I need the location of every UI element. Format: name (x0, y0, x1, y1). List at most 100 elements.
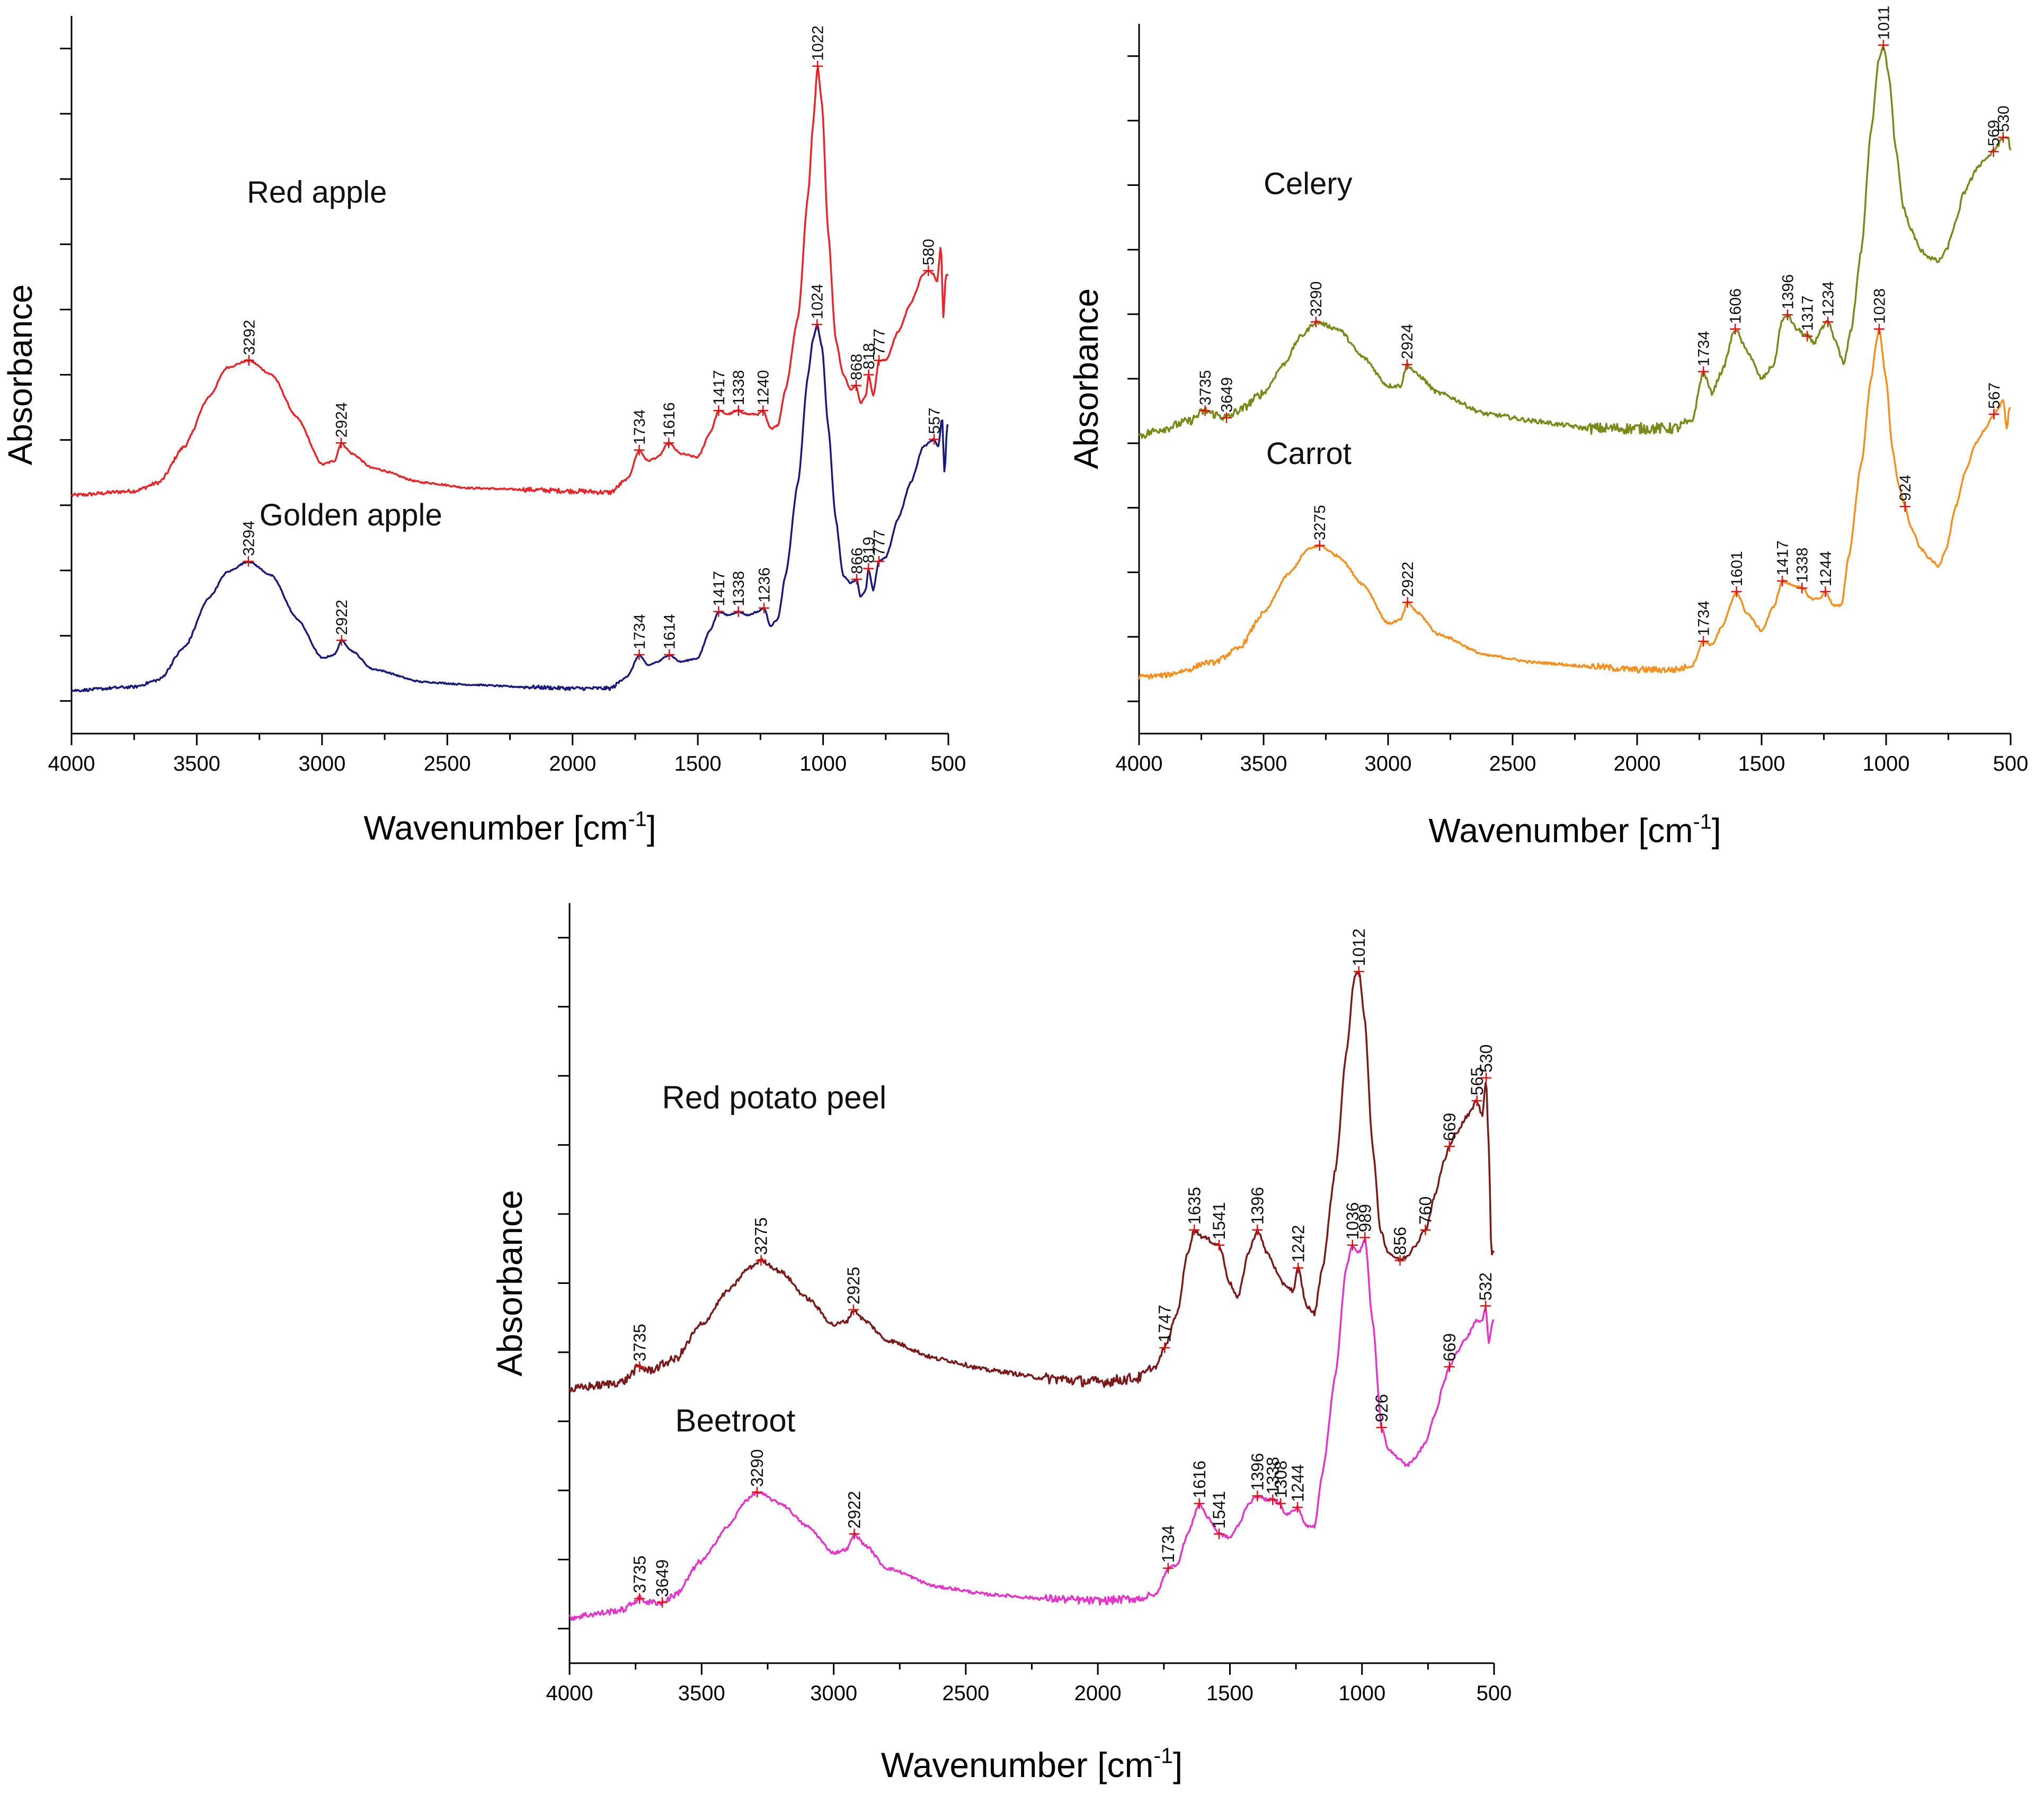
peak-marker (1314, 540, 1325, 551)
peak-marker (664, 649, 675, 660)
peak-marker (634, 649, 645, 660)
peak-marker (1394, 1255, 1406, 1266)
peak-label: 1338 (730, 370, 748, 406)
peak-marker (1401, 359, 1412, 370)
peak-label: 3290 (748, 1449, 767, 1487)
peak-marker (1698, 366, 1709, 377)
peak-label: 1244 (1817, 551, 1835, 586)
peak-marker (1275, 1498, 1286, 1509)
peak-marker (1252, 1490, 1263, 1502)
x-tick-label: 4000 (48, 752, 95, 775)
peak-label: 1734 (1695, 601, 1713, 636)
series-name-label: Beetroot (675, 1403, 795, 1438)
peak-label: 1244 (1288, 1465, 1307, 1502)
x-tick-label: 500 (1477, 1682, 1512, 1705)
chart-panel-2: 4000 3500 3000 2500 2000 1500 1000 500 Wavenumbe… (1067, 6, 2028, 850)
peak-label: 2922 (845, 1491, 864, 1529)
peak-label: 1396 (1248, 1187, 1267, 1225)
x-tick-label: 2500 (1489, 752, 1536, 775)
peak-label: 1614 (661, 614, 679, 649)
peak-label: 567 (1986, 382, 2003, 409)
peak-marker (1213, 1529, 1224, 1540)
peak-label: 1022 (810, 25, 827, 61)
x-axis-title-sup: -1 (1693, 810, 1712, 833)
peak-label: 1734 (1695, 331, 1713, 367)
peak-marker (1162, 1563, 1174, 1574)
peak-label: 1541 (1210, 1491, 1229, 1529)
peak-label: 1396 (1248, 1453, 1267, 1490)
peak-marker (1353, 966, 1364, 977)
x-tick-label: 1000 (1863, 752, 1910, 775)
peak-label: 819 (860, 537, 878, 563)
x-axis-title-text: Wavenumber [cm (881, 1745, 1154, 1784)
peak-marker (1823, 316, 1834, 327)
x-tick-label: 3500 (1240, 752, 1287, 775)
peak-marker (1420, 1225, 1431, 1236)
peak-label: 3735 (630, 1556, 649, 1593)
peak-marker (1899, 501, 1910, 512)
peak-marker (849, 1529, 860, 1540)
x-tick-label: 2500 (942, 1682, 989, 1705)
peak-label: 2922 (333, 600, 351, 635)
x-tick-label: 3000 (298, 752, 345, 775)
peak-marker (1292, 1502, 1303, 1513)
peak-marker (1159, 1342, 1170, 1353)
peak-marker (1731, 586, 1742, 597)
peak-marker (848, 1304, 859, 1315)
peak-label: 1747 (1155, 1305, 1174, 1342)
spectrum-line (568, 1237, 1495, 1621)
peak-marker (1293, 1262, 1304, 1273)
spectrum-line (70, 323, 949, 693)
peak-label: 1012 (1349, 929, 1368, 966)
series-name-label: Carrot (1266, 436, 1352, 471)
peak-label: 856 (1391, 1227, 1410, 1255)
x-tick-label: 3000 (810, 1682, 857, 1705)
peak-marker (758, 602, 769, 613)
peak-label: 1036 (1343, 1202, 1362, 1240)
peak-label: 2925 (844, 1267, 863, 1305)
peak-marker (1730, 324, 1741, 335)
peak-label: 1011 (1875, 6, 1892, 40)
peak-marker (1471, 1095, 1482, 1106)
y-axis-title: Absorbance (1067, 288, 1105, 469)
peak-label: 2924 (1399, 324, 1416, 359)
chart-panel-3: 4000 3500 3000 2500 2000 1500 1000 500 Wavenumbe… (490, 903, 1512, 1784)
series-carrot: Carrot 3275 2922 1734 1601 1417 1338 1244 1028 92… (1138, 288, 2011, 680)
peak-label: 3735 (630, 1324, 649, 1361)
x-tick-label: 1000 (1338, 1682, 1385, 1705)
series-name-label: Red potato peel (662, 1079, 887, 1115)
x-tick-label: 1500 (1738, 752, 1785, 775)
peak-label: 1308 (1271, 1460, 1290, 1498)
peak-label: 1734 (1159, 1525, 1178, 1563)
peak-marker (1194, 1498, 1205, 1509)
x-axis-title: Wavenumber [cm-1] (881, 1744, 1183, 1784)
peak-marker (733, 606, 744, 617)
peak-marker (756, 1255, 767, 1266)
x-tick-label: 500 (931, 752, 966, 775)
peak-label: 1240 (755, 370, 772, 406)
peak-marker (335, 438, 346, 449)
x-axis-title-text: Wavenumber [cm (363, 809, 628, 847)
peak-marker (812, 60, 823, 72)
peak-marker (1480, 1300, 1491, 1311)
peak-marker (713, 405, 724, 416)
x-axis-title-sup: -1 (628, 807, 647, 831)
peak-marker (1252, 1225, 1263, 1236)
peak-marker (663, 438, 674, 449)
peak-marker (851, 574, 862, 585)
peak-marker (1802, 331, 1813, 342)
peak-label: 3649 (1218, 377, 1236, 413)
peak-label: 1396 (1779, 274, 1797, 310)
x-tick-label: 2000 (1614, 752, 1661, 775)
peak-label: 1616 (661, 402, 678, 438)
peak-label: 1242 (1288, 1225, 1308, 1263)
peak-label: 669 (1440, 1113, 1459, 1141)
x-axis-title: Wavenumber [cm-1] (1428, 810, 1721, 850)
peak-marker (1988, 146, 1999, 157)
peak-label: 532 (1476, 1272, 1495, 1300)
peak-marker (1189, 1225, 1200, 1236)
peak-marker (1878, 40, 1889, 51)
x-tick-label: 3000 (1365, 752, 1412, 775)
x-tick-label: 2000 (1074, 1682, 1122, 1705)
peak-label: 530 (1995, 105, 2012, 132)
